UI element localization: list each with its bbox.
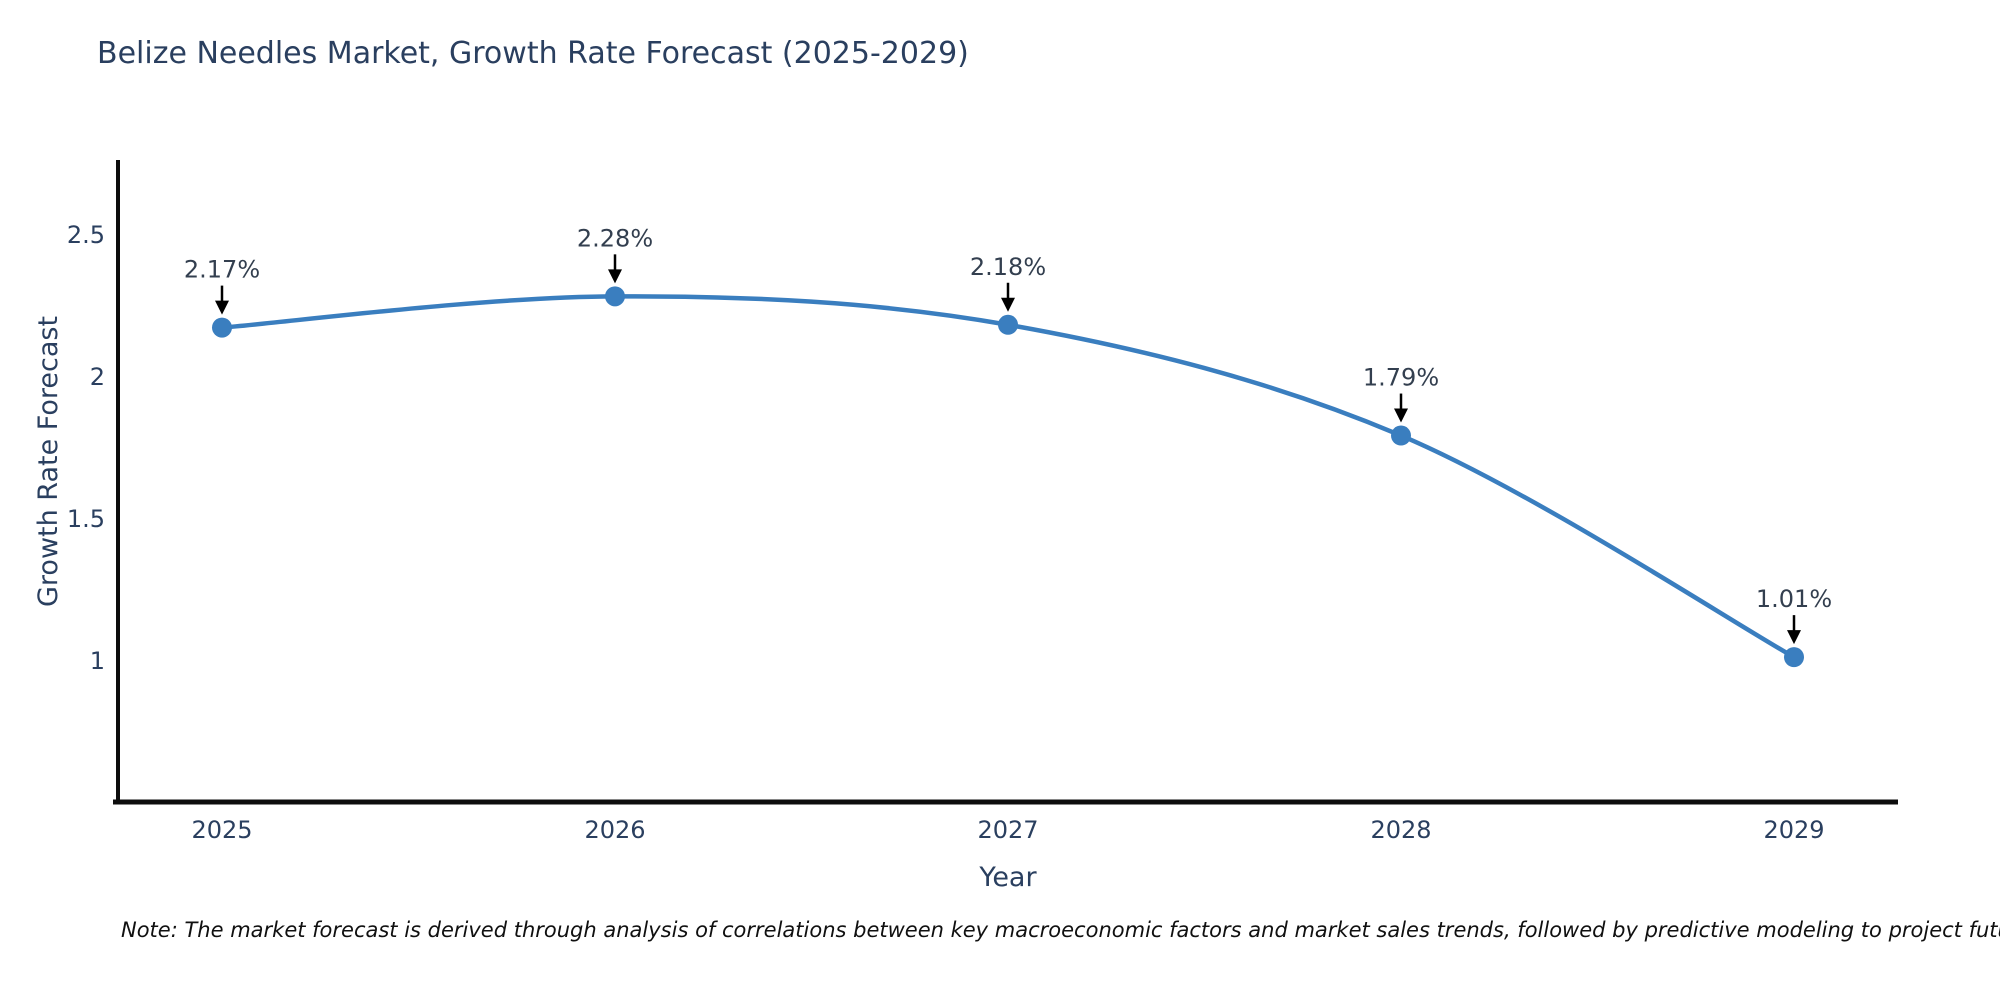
x-tick-label: 2026 — [584, 816, 645, 844]
chart-title: Belize Needles Market, Growth Rate Forec… — [97, 36, 969, 71]
data-point-marker[interactable] — [605, 286, 625, 307]
data-point-marker[interactable] — [1391, 425, 1411, 446]
data-point-marker[interactable] — [1784, 647, 1804, 668]
x-axis-title: Year — [979, 862, 1037, 893]
y-tick-label: 1.5 — [67, 505, 105, 533]
point-annotation-label: 2.28% — [577, 224, 653, 252]
point-annotation-label: 1.01% — [1756, 585, 1832, 613]
footnote-text: Note: The market forecast is derived thr… — [121, 918, 2000, 942]
point-annotation-label: 2.18% — [970, 253, 1046, 281]
x-tick-label: 2028 — [1370, 816, 1431, 844]
series-line — [219, 294, 1797, 660]
x-tick-label: 2029 — [1763, 816, 1824, 844]
annotation-arrowhead — [215, 300, 229, 315]
point-annotation-label: 1.79% — [1363, 364, 1439, 392]
annotation-arrowhead — [1001, 297, 1015, 312]
annotation-arrowhead — [608, 269, 622, 284]
point-annotation-label: 2.17% — [184, 256, 260, 284]
y-tick-label: 1 — [90, 647, 105, 675]
y-tick-label: 2 — [90, 363, 105, 391]
y-tick-label: 2.5 — [67, 221, 105, 249]
data-point-marker[interactable] — [998, 314, 1018, 335]
x-tick-label: 2027 — [977, 816, 1038, 844]
x-tick-label: 2025 — [191, 816, 252, 844]
annotation-arrowhead — [1394, 408, 1408, 423]
data-point-marker[interactable] — [212, 317, 232, 338]
annotation-arrowhead — [1787, 630, 1801, 645]
